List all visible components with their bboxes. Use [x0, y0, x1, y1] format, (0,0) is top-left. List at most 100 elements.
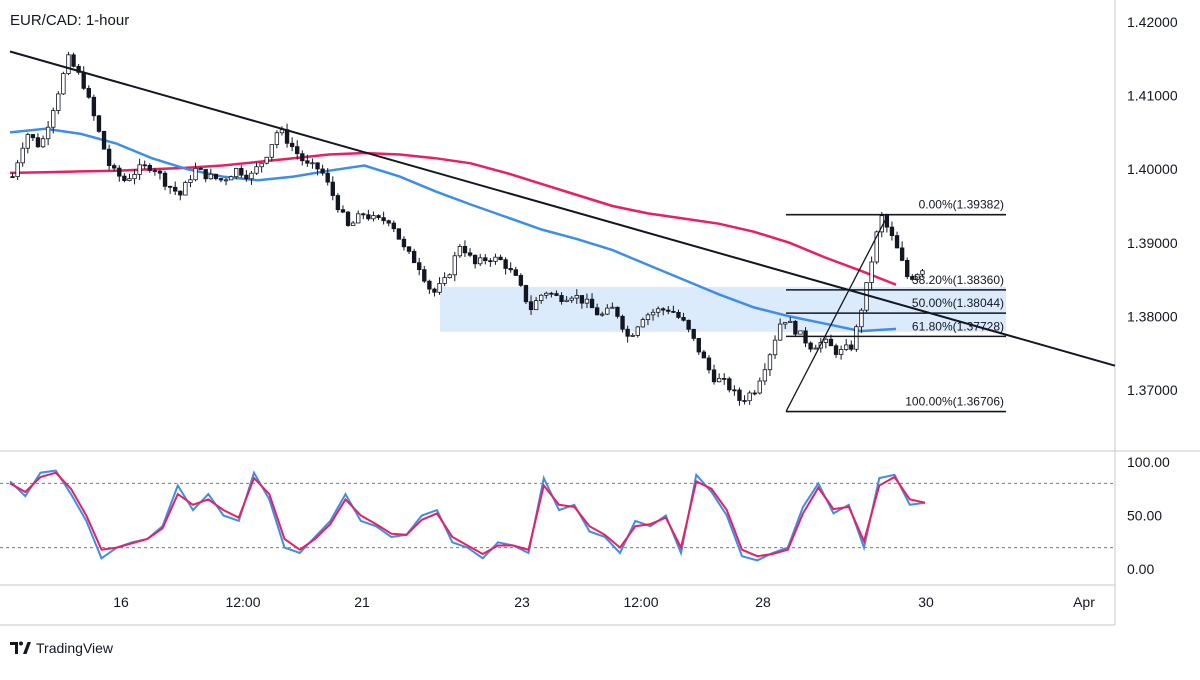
candle-up [132, 173, 137, 180]
candle-up [610, 306, 615, 309]
candle-down [142, 164, 147, 167]
time-tick-label: 21 [354, 594, 370, 610]
chart-title: EUR/CAD: 1-hour [10, 12, 129, 29]
candle-up [56, 93, 61, 111]
candle-up [193, 167, 198, 181]
candle-down [594, 307, 600, 316]
time-tick-label: 12:00 [225, 594, 260, 610]
candle-up [264, 156, 269, 164]
candle-down [325, 172, 330, 183]
candle-down [518, 275, 524, 286]
candle-down [899, 247, 905, 261]
candle-up [442, 277, 447, 284]
candle-up [533, 300, 539, 311]
candle-up [584, 298, 590, 304]
candle-up [20, 147, 25, 164]
price-tick-label: 1.40000 [1127, 161, 1178, 177]
time-tick-label: Apr [1073, 594, 1095, 610]
candle-up [371, 215, 376, 220]
candle-down [905, 259, 910, 277]
candle-down [244, 174, 249, 180]
candle-down [386, 220, 391, 224]
candle-down [101, 130, 107, 150]
candle-layer [10, 51, 925, 406]
axis-layer: 1.42000 1.41000 1.40000 1.39000 1.38000 1.370… [113, 14, 1178, 610]
candle-down [793, 320, 798, 335]
candle-down [711, 369, 717, 383]
candle-up [716, 378, 722, 383]
branding: TradingView [10, 640, 113, 656]
candle-up [228, 176, 234, 181]
candle-down [81, 71, 86, 89]
candle-down [289, 142, 295, 148]
candle-down [849, 344, 854, 350]
candle-down [411, 250, 417, 264]
fib-level-label: 38.20%(1.38360) [912, 273, 1004, 287]
candle-down [467, 252, 473, 256]
candle-down [483, 257, 488, 262]
tradingview-logo-icon [10, 641, 31, 654]
candle-up [274, 132, 280, 146]
candle-up [605, 307, 610, 315]
candle-down [391, 222, 396, 230]
price-tick-label: 1.39000 [1127, 235, 1178, 251]
candle-down [472, 254, 478, 265]
candle-down [330, 181, 335, 196]
candle-down [589, 298, 595, 309]
candle-down [488, 260, 493, 263]
price-tick-label: 1.37000 [1127, 382, 1178, 398]
candle-down [167, 185, 173, 188]
candle-down [579, 295, 585, 304]
candle-down [666, 309, 671, 312]
candle-down [615, 306, 620, 317]
candle-up [66, 54, 71, 75]
candle-down [76, 65, 81, 73]
candle-up [208, 173, 213, 180]
candle-up [234, 167, 239, 178]
candle-down [117, 167, 122, 177]
candle-down [162, 172, 168, 187]
time-tick-label: 30 [918, 594, 934, 610]
candle-up [645, 314, 651, 321]
candle-down [508, 268, 513, 271]
candle-up [40, 138, 46, 148]
candle-down [523, 284, 529, 303]
stoch-tick-label: 100.00 [1127, 454, 1170, 470]
candle-down [335, 195, 341, 211]
candle-down [106, 148, 112, 166]
candle-up [25, 134, 30, 149]
candle-down [218, 178, 224, 181]
candle-down [722, 378, 727, 380]
ma-slow-line [9, 151, 897, 286]
candle-up [844, 344, 849, 350]
candle-up [767, 354, 773, 371]
candle-down [737, 389, 742, 401]
fib-layer: 0.00%(1.39382) 38.20%(1.38360) 50.00%(1.38… [785, 198, 1006, 413]
fib-level-label: 0.00%(1.39382) [919, 198, 1004, 212]
candle-down [432, 288, 437, 293]
candle-up [539, 294, 544, 301]
candle-down [671, 310, 676, 313]
candle-down [833, 345, 839, 355]
candle-down [808, 342, 813, 350]
candle-down [625, 328, 630, 337]
candle-down [173, 186, 178, 192]
candle-down [661, 308, 666, 311]
candle-down [462, 246, 468, 254]
candle-up [259, 162, 264, 168]
candle-down [96, 115, 102, 132]
candle-up [630, 335, 635, 337]
candle-up [493, 256, 498, 262]
candle-down [676, 311, 681, 318]
candle-up [183, 182, 188, 196]
candle-down [422, 269, 427, 282]
candle-down [503, 259, 508, 269]
candle-up [544, 292, 549, 296]
candle-down [284, 129, 290, 144]
candle-up [772, 339, 778, 356]
candle-up [869, 261, 874, 283]
candle-down [112, 165, 117, 169]
candle-down [35, 137, 41, 148]
time-tick-label: 12:00 [623, 594, 658, 610]
